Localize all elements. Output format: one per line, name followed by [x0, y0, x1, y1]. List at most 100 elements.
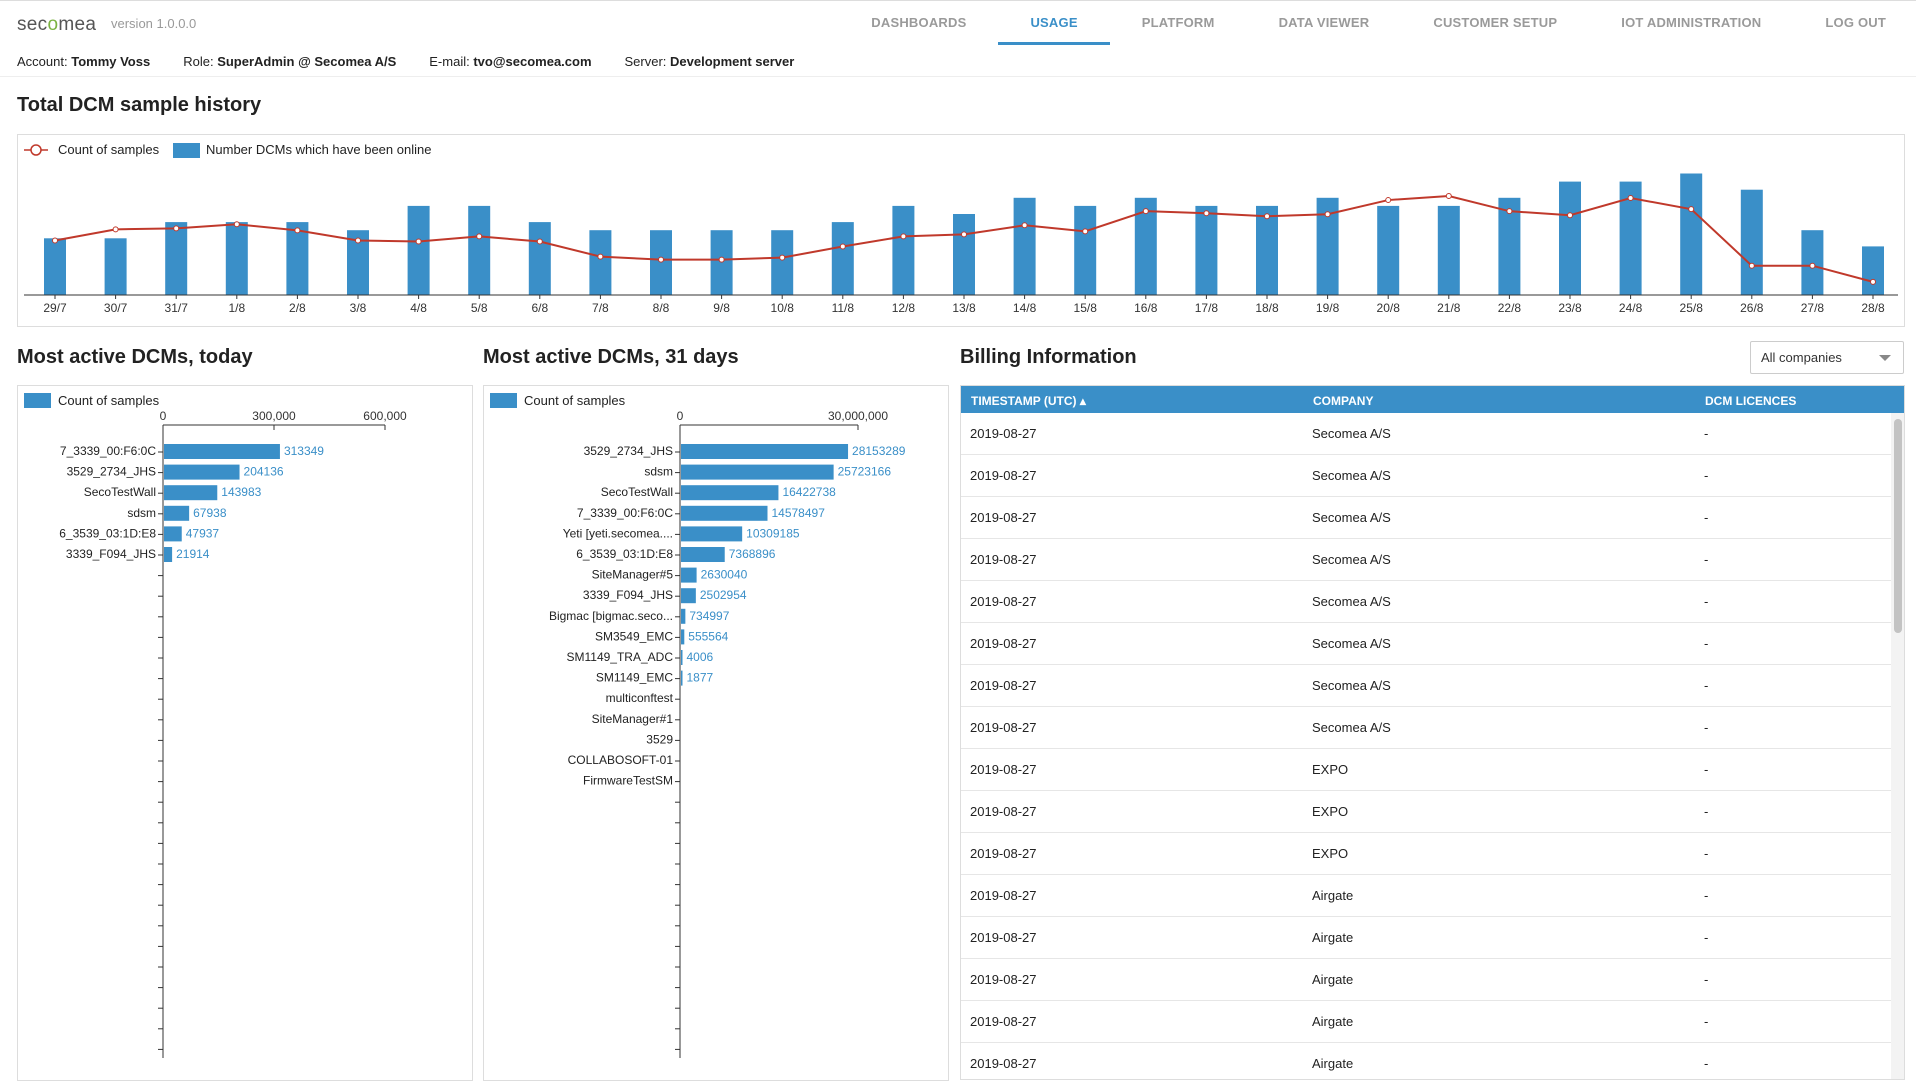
history-bar[interactable]: [1498, 197, 1521, 295]
history-line-point[interactable]: [173, 225, 180, 232]
history-bar[interactable]: [1740, 189, 1763, 295]
table-row[interactable]: 2019-08-27 Secomea A/S -: [961, 413, 1891, 455]
history-bar[interactable]: [1862, 246, 1884, 295]
history-line-point[interactable]: [415, 238, 422, 245]
today-bar[interactable]: [164, 444, 280, 459]
company-filter-select[interactable]: All companies: [1750, 341, 1904, 374]
history-bar[interactable]: [1013, 197, 1036, 295]
history-bar[interactable]: [286, 222, 309, 295]
table-row[interactable]: 2019-08-27 EXPO -: [961, 833, 1891, 875]
billing-scrollbar-thumb[interactable]: [1894, 419, 1902, 633]
month-bar[interactable]: [681, 464, 834, 480]
history-line-point[interactable]: [1567, 212, 1573, 219]
history-bar[interactable]: [44, 238, 66, 295]
history-bar[interactable]: [953, 214, 975, 295]
history-bar[interactable]: [771, 230, 794, 295]
table-row[interactable]: 2019-08-27 Secomea A/S -: [961, 581, 1891, 623]
history-bar[interactable]: [1316, 197, 1339, 295]
history-bar[interactable]: [892, 205, 915, 295]
history-line-point[interactable]: [961, 231, 967, 238]
history-bar[interactable]: [528, 222, 551, 295]
history-line-point[interactable]: [294, 227, 301, 234]
history-bar[interactable]: [1619, 181, 1642, 295]
table-row[interactable]: 2019-08-27 Secomea A/S -: [961, 497, 1891, 539]
month-bar[interactable]: [681, 526, 743, 542]
history-bar[interactable]: [165, 222, 188, 295]
history-line-point[interactable]: [1385, 197, 1392, 204]
today-legend-swatch[interactable]: [24, 393, 51, 408]
history-line-point[interactable]: [1445, 193, 1452, 200]
table-row[interactable]: 2019-08-27 Airgate -: [961, 1001, 1891, 1043]
history-line-point[interactable]: [597, 253, 604, 260]
nav-platform[interactable]: PLATFORM: [1141, 15, 1215, 30]
nav-usage[interactable]: USAGE: [998, 1, 1110, 45]
table-row[interactable]: 2019-08-27 Airgate -: [961, 959, 1891, 1001]
table-row[interactable]: 2019-08-27 EXPO -: [961, 749, 1891, 791]
column-header-timestamp[interactable]: TIMESTAMP (UTC) ▴: [971, 394, 1086, 408]
table-row[interactable]: 2019-08-27 Secomea A/S -: [961, 455, 1891, 497]
month-bar[interactable]: [681, 444, 849, 459]
history-bar[interactable]: [347, 230, 369, 295]
history-bar[interactable]: [407, 205, 430, 295]
today-bar[interactable]: [164, 526, 182, 542]
history-line-point[interactable]: [1748, 262, 1755, 269]
secomea-logo[interactable]: secomea: [17, 14, 97, 35]
month-bar[interactable]: [681, 485, 779, 501]
history-line-point[interactable]: [233, 221, 240, 228]
history-legend[interactable]: Count of samples Number DCMs which have …: [24, 142, 431, 158]
history-line-point[interactable]: [112, 226, 119, 233]
history-line-point[interactable]: [476, 233, 483, 240]
history-bar[interactable]: [1801, 230, 1824, 295]
history-line-point[interactable]: [1809, 262, 1816, 269]
month-bar[interactable]: [681, 608, 686, 624]
column-header-dcm-licences[interactable]: DCM LICENCES: [1705, 394, 1797, 408]
history-bar[interactable]: [225, 222, 248, 295]
history-bar[interactable]: [1559, 181, 1581, 295]
month-bar[interactable]: [681, 505, 768, 521]
table-row[interactable]: 2019-08-27 Airgate -: [961, 1043, 1891, 1079]
history-line-point[interactable]: [779, 254, 786, 261]
table-row[interactable]: 2019-08-27 EXPO -: [961, 791, 1891, 833]
history-bar[interactable]: [831, 222, 854, 295]
history-bar[interactable]: [104, 238, 127, 295]
history-bar[interactable]: [1680, 173, 1703, 296]
history-line-point[interactable]: [536, 238, 543, 245]
history-line-point[interactable]: [355, 237, 361, 244]
history-line-point[interactable]: [1203, 210, 1210, 217]
today-bar[interactable]: [164, 464, 240, 480]
month-bar[interactable]: [681, 670, 683, 686]
table-row[interactable]: 2019-08-27 Secomea A/S -: [961, 707, 1891, 749]
month-bar[interactable]: [681, 629, 685, 645]
table-row[interactable]: 2019-08-27 Secomea A/S -: [961, 665, 1891, 707]
column-header-company[interactable]: COMPANY: [1313, 394, 1374, 408]
history-line-point[interactable]: [1627, 195, 1634, 202]
history-bar[interactable]: [1437, 205, 1460, 295]
today-bar[interactable]: [164, 505, 190, 521]
history-line-point[interactable]: [839, 243, 846, 250]
history-bar[interactable]: [1134, 197, 1157, 295]
history-bar[interactable]: [1377, 205, 1400, 295]
table-row[interactable]: 2019-08-27 Secomea A/S -: [961, 623, 1891, 665]
month-bar[interactable]: [681, 547, 725, 562]
nav-data-viewer[interactable]: DATA VIEWER: [1278, 15, 1370, 30]
today-bar[interactable]: [164, 547, 173, 562]
history-line-point[interactable]: [1506, 208, 1513, 215]
billing-scrollbar[interactable]: [1891, 413, 1904, 1079]
month-bar[interactable]: [681, 567, 697, 583]
history-bar[interactable]: [1256, 205, 1278, 295]
history-bar[interactable]: [589, 230, 612, 295]
table-row[interactable]: 2019-08-27 Airgate -: [961, 917, 1891, 959]
history-bar[interactable]: [1074, 205, 1097, 295]
table-row[interactable]: 2019-08-27 Secomea A/S -: [961, 539, 1891, 581]
history-line-point[interactable]: [1142, 208, 1149, 215]
history-line-point[interactable]: [1082, 228, 1089, 235]
history-line-point[interactable]: [718, 256, 725, 263]
nav-dashboards[interactable]: DASHBOARDS: [871, 15, 967, 30]
history-bar[interactable]: [1195, 205, 1218, 295]
month-legend-swatch[interactable]: [490, 393, 517, 408]
history-line-point[interactable]: [1870, 278, 1876, 285]
table-row[interactable]: 2019-08-27 Airgate -: [961, 875, 1891, 917]
history-line-point[interactable]: [52, 237, 58, 244]
history-line-point[interactable]: [1688, 206, 1695, 213]
history-line-point[interactable]: [658, 256, 664, 263]
